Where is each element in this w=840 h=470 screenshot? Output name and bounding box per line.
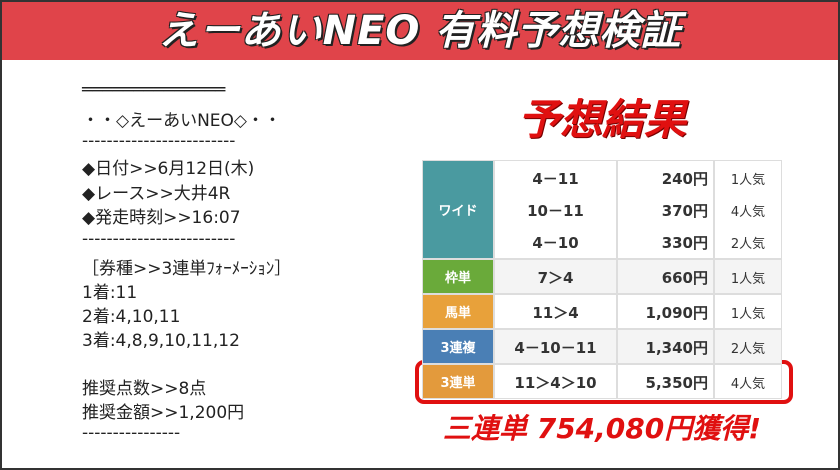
popularity: 1人気 [730,271,766,287]
col-bg [494,329,617,364]
memo-line: ◆日付>>6月12日(木) [82,159,255,179]
payout: 5,350円 [645,373,708,392]
col-bg [714,160,782,259]
col-bg [714,329,782,364]
payout: 370円 [661,201,708,220]
memo-line: ・・◇えーあいNEO◇・・ [82,111,281,131]
memo-line: ══════════════ [82,80,226,100]
combo: 10－11 [527,201,584,220]
memo-line: ◆レース>>大井4R [82,184,231,204]
combo: 11＞4 [532,303,579,322]
popularity: 2人気 [730,236,766,252]
popularity: 1人気 [730,306,766,322]
bet-type: 3連単 [422,364,494,399]
payout: 330円 [661,233,708,252]
payout: 1,340円 [645,338,708,357]
combo: 4－10－11 [514,338,597,357]
combo: 7＞4 [537,268,574,287]
memo-line: 3着:4,8,9,10,11,12 [82,331,240,351]
col-bg [494,160,617,259]
bet-type: ワイド [422,160,494,259]
popularity: 1人気 [730,172,766,188]
popularity: 4人気 [730,376,766,392]
memo-line: 推奨点数>>8点 [82,379,207,399]
memo-line: 1着:11 [82,283,138,303]
payout: 1,090円 [645,303,708,322]
col-bg [714,294,782,329]
bet-type: 3連複 [422,329,494,364]
result-summary: 三連単 754,080円獲得! [442,412,762,445]
memo-line: ---------------- [82,423,181,443]
col-bg [617,294,714,329]
col-bg [494,294,617,329]
bet-type: 枠単 [422,259,494,294]
col-bg [494,259,617,294]
memo-line: 推奨金額>>1,200円 [82,403,245,423]
memo-line: ［券種>>3連単ﾌｫｰﾒｰｼｮﾝ］ [82,259,292,279]
payout: 660円 [661,268,708,287]
col-bg [617,259,714,294]
memo-line: ------------------------- [82,131,236,151]
result-title: 予想結果 [517,95,686,144]
popularity: 4人気 [730,204,766,220]
col-bg [714,259,782,294]
col-bg [617,160,714,259]
memo-line: ◆発走時刻>>16:07 [82,208,241,228]
memo-line: 2着:4,10,11 [82,307,181,327]
memo-line: ------------------------- [82,229,236,249]
col-bg [617,329,714,364]
combo: 4－10 [532,233,579,252]
col-bg [714,364,782,399]
combo: 11＞4＞10 [514,373,597,392]
header-title: えーあいNEO 有料予想検証 [2,2,838,60]
payout: 240円 [661,169,708,188]
popularity: 2人気 [730,341,766,357]
bet-type: 馬単 [422,294,494,329]
col-bg [617,364,714,399]
col-bg [494,364,617,399]
combo: 4－11 [532,169,579,188]
